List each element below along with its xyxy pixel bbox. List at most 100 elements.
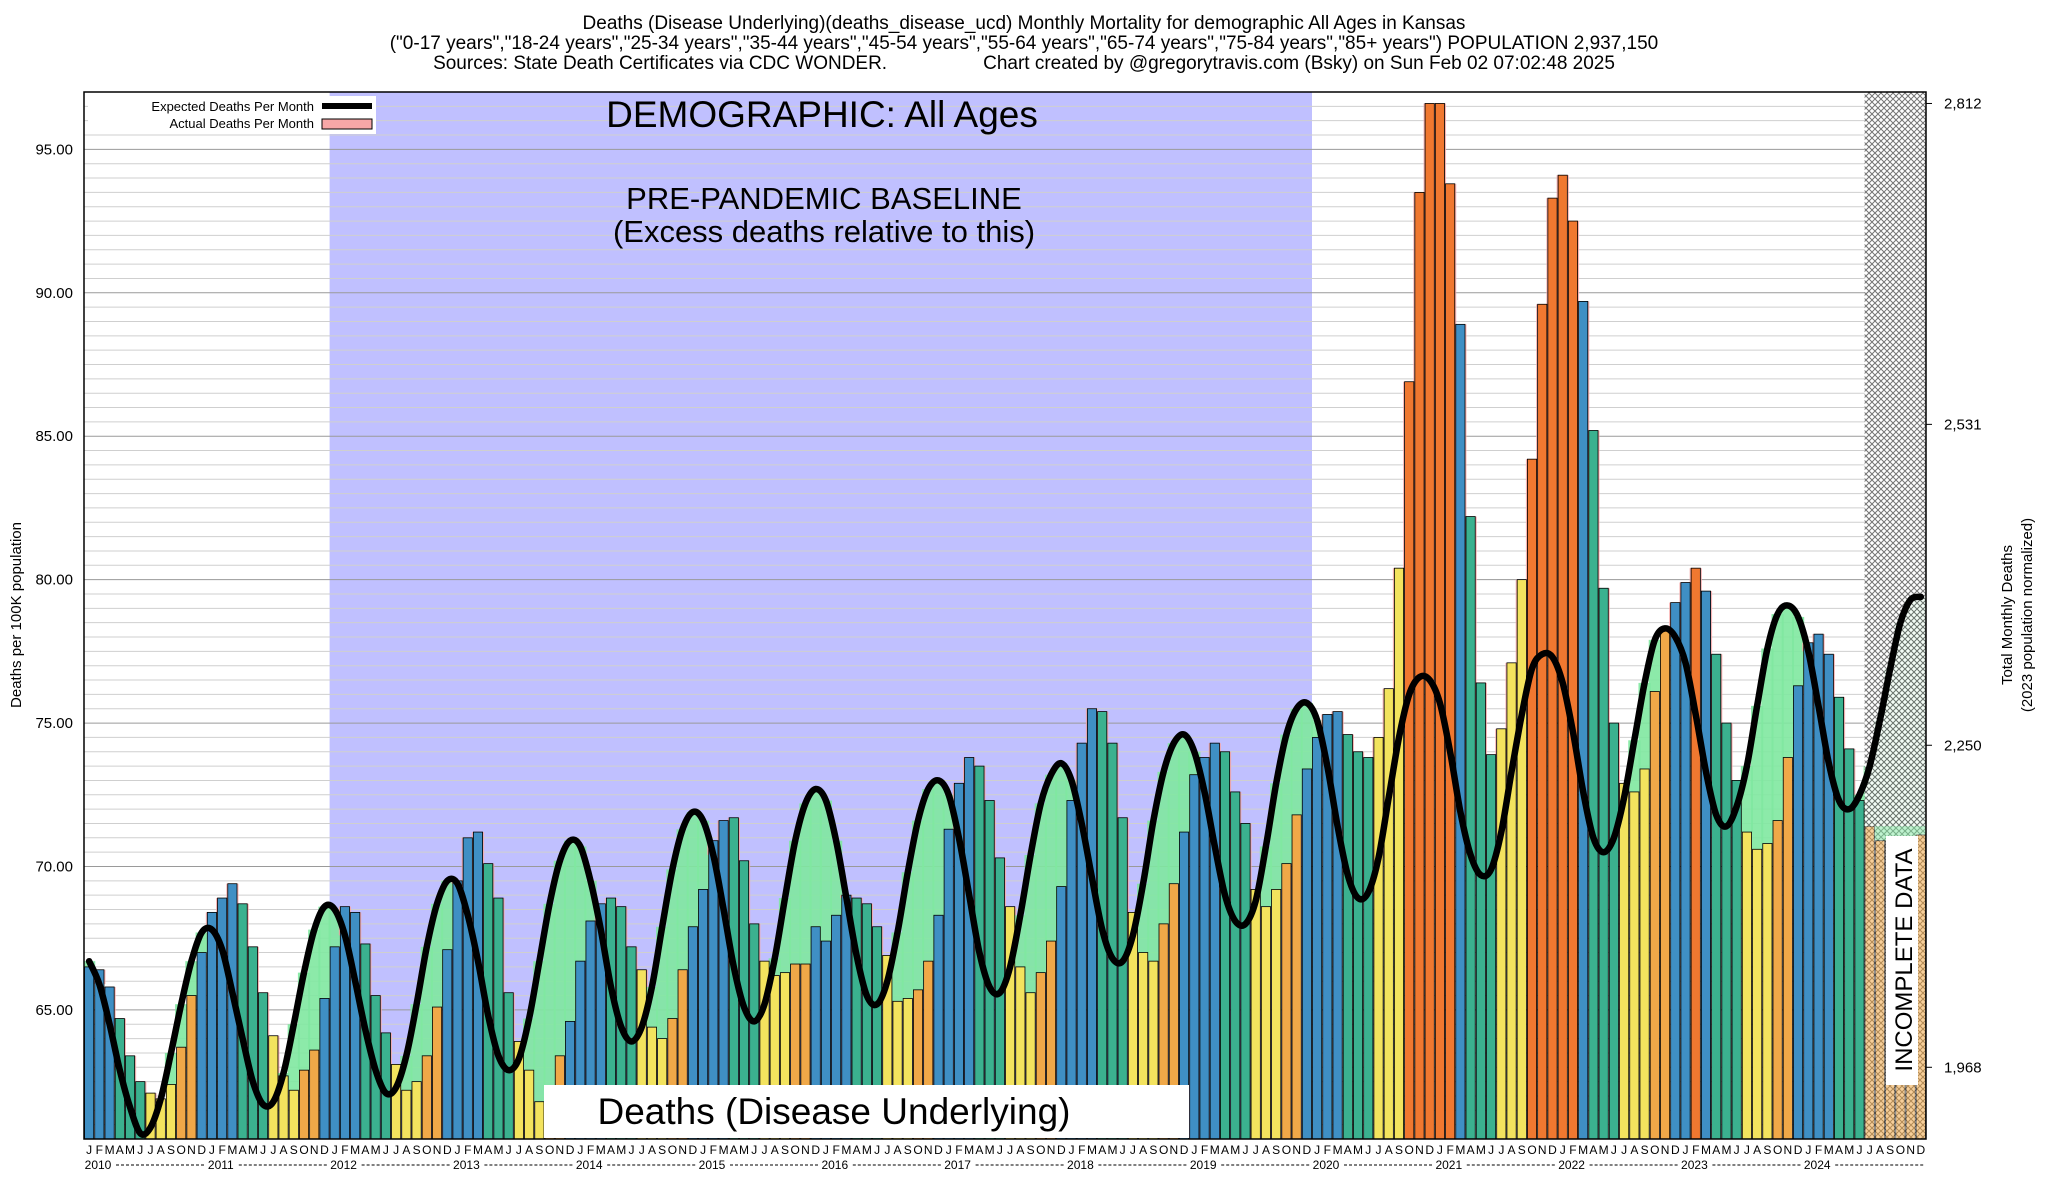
x-month-label: O: [422, 1143, 431, 1157]
x-month-label: M: [248, 1143, 258, 1157]
x-month-label: M: [1701, 1143, 1711, 1157]
x-month-label: M: [739, 1143, 749, 1157]
x-month-label: N: [1661, 1143, 1670, 1157]
x-month-label: A: [1262, 1143, 1270, 1157]
x-month-label: J: [577, 1143, 583, 1157]
bar-92: [1025, 992, 1036, 1139]
x-month-label: A: [1385, 1143, 1393, 1157]
x-month-label: M: [862, 1143, 872, 1157]
x-month-label: J: [260, 1143, 266, 1157]
bar-81: [913, 989, 924, 1139]
x-month-label: J: [209, 1143, 215, 1157]
deficit-area: [686, 811, 699, 927]
x-month-label: F: [464, 1143, 471, 1157]
bar-48: [575, 960, 586, 1139]
incomplete-data-label: INCOMPLETE DATA: [1891, 848, 1918, 1071]
x-month-label: J: [1437, 1143, 1443, 1157]
bar-172: [1844, 748, 1855, 1139]
deficit-area: [666, 869, 679, 1019]
x-month-label: N: [556, 1143, 565, 1157]
x-month-label: N: [433, 1143, 442, 1157]
bar-118: [1291, 814, 1302, 1139]
x-month-label: A: [402, 1143, 410, 1157]
bar-60: [698, 889, 709, 1139]
x-month-label: F: [1692, 1143, 1699, 1157]
deficit-area: [922, 789, 935, 962]
x-month-label: D: [1425, 1143, 1434, 1157]
bar-159: [1711, 653, 1722, 1139]
x-month-label: J: [1683, 1143, 1689, 1157]
bar-137: [1486, 754, 1497, 1139]
x-month-label: A: [1139, 1143, 1147, 1157]
x-month-label: D: [320, 1143, 329, 1157]
x-month-label: F: [1324, 1143, 1331, 1157]
bar-128: [1393, 567, 1405, 1139]
x-year-label: 2012: [330, 1158, 357, 1172]
x-month-label: N: [1047, 1143, 1056, 1157]
x-year-label: 2013: [453, 1158, 480, 1172]
x-month-label: M: [473, 1143, 483, 1157]
x-month-label: M: [1721, 1143, 1731, 1157]
bar-75: [851, 897, 862, 1139]
x-month-label: N: [1292, 1143, 1301, 1157]
bar-160: [1721, 722, 1732, 1139]
deficit-area: [1034, 803, 1047, 973]
bar-126: [1373, 737, 1384, 1139]
bar-150: [1619, 782, 1630, 1139]
bar-134: [1455, 323, 1466, 1139]
x-month-label: O: [1650, 1143, 1659, 1157]
bar-43: [524, 1069, 535, 1139]
x-month-label: J: [1191, 1143, 1197, 1157]
bar-157: [1690, 567, 1701, 1139]
x-month-label: M: [1107, 1143, 1117, 1157]
bar-103: [1138, 952, 1149, 1139]
bar-164: [1762, 843, 1773, 1139]
x-month-label: J: [1488, 1143, 1494, 1157]
x-month-label: A: [975, 1143, 983, 1157]
x-month-label: M: [125, 1143, 135, 1157]
legend-actual-label: Actual Deaths Per Month: [169, 116, 314, 131]
x-month-label: N: [924, 1143, 933, 1157]
deficit-area: [553, 860, 566, 1056]
x-month-label: J: [884, 1143, 890, 1157]
chart-credit: Chart created by @gregorytravis.com (Bsk…: [983, 53, 1615, 74]
bar-44: [534, 1101, 545, 1139]
x-month-label: M: [1087, 1143, 1097, 1157]
x-year-label: 2024: [1804, 1158, 1831, 1172]
x-year-label: 2011: [208, 1158, 234, 1172]
deficit-area: [308, 929, 321, 1051]
x-month-label: A: [894, 1143, 902, 1157]
x-year-label: 2023: [1681, 1158, 1708, 1172]
x-month-label: J: [1867, 1143, 1873, 1157]
x-month-label: N: [678, 1143, 687, 1157]
deficit-area: [1290, 708, 1303, 815]
incomplete-hatch-upper: [1864, 92, 1926, 827]
x-month-label: O: [299, 1143, 308, 1157]
x-year-label: 2021: [1435, 1158, 1462, 1172]
x-month-label: M: [1230, 1143, 1240, 1157]
bar-135: [1465, 516, 1476, 1139]
x-month-label: A: [157, 1143, 165, 1157]
x-month-label: F: [710, 1143, 717, 1157]
x-year-label: 2022: [1558, 1158, 1585, 1172]
bar-125: [1363, 757, 1374, 1139]
x-month-label: J: [823, 1143, 829, 1157]
deficit-area: [1044, 774, 1058, 942]
demographic-label: DEMOGRAPHIC: All Ages: [606, 94, 1038, 135]
x-month-label: F: [955, 1143, 962, 1157]
bar-146: [1578, 300, 1589, 1139]
x-month-label: N: [1538, 1143, 1547, 1157]
bar-0: [84, 966, 95, 1139]
x-month-label: J: [1734, 1143, 1740, 1157]
bar-84: [943, 828, 954, 1139]
bar-57: [667, 1018, 678, 1139]
bar-12: [206, 911, 217, 1139]
x-month-label: F: [832, 1143, 839, 1157]
x-month-label: A: [1344, 1143, 1352, 1157]
y2-axis-subtitle: (2023 population normalized): [2019, 518, 2036, 712]
bar-104: [1148, 960, 1159, 1139]
x-month-label: A: [1221, 1143, 1229, 1157]
deficit-area: [819, 800, 833, 942]
x-month-label: F: [1815, 1143, 1822, 1157]
x-month-label: J: [1744, 1143, 1750, 1157]
